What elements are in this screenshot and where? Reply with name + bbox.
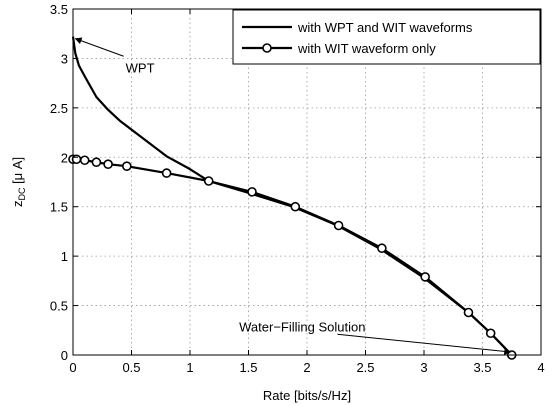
series-1-point-4 bbox=[103, 159, 113, 170]
series-1-point-10 bbox=[333, 220, 344, 231]
x-tick-label-0: 0 bbox=[69, 360, 76, 375]
series-line-1 bbox=[73, 158, 513, 356]
y-tick-label-6: 3 bbox=[61, 51, 68, 66]
series-1-point-13 bbox=[463, 307, 474, 318]
tick-labels: 0 0.5 1 1.5 2 2.5 3 3.5 4 0 0.5 1 1.5 2 2.5 3 3.5 bbox=[50, 2, 545, 375]
x-tick-label-3: 1.5 bbox=[239, 360, 257, 375]
y-tick-label-2: 1 bbox=[61, 249, 68, 264]
y-tick-label-5: 2.5 bbox=[50, 101, 68, 116]
legend-box bbox=[232, 9, 541, 65]
series-1-point-14 bbox=[485, 328, 496, 339]
series-layer bbox=[68, 36, 517, 360]
y-tick-label-0: 0 bbox=[61, 348, 68, 363]
annotations: WPT Water−Filling Solution bbox=[74, 37, 512, 355]
grid-lines bbox=[73, 9, 541, 355]
x-tick-label-6: 3 bbox=[420, 360, 427, 375]
y-axis-label-main: z bbox=[10, 201, 25, 208]
x-tick-label-8: 4 bbox=[537, 360, 544, 375]
y-tick-label-7: 3.5 bbox=[50, 2, 68, 17]
legend-label-1: with WIT waveform only bbox=[297, 41, 436, 56]
y-axis-label: zDC [μ A] bbox=[10, 157, 27, 207]
series-1-point-1 bbox=[71, 154, 82, 165]
x-tick-label-4: 2 bbox=[303, 360, 310, 375]
legend: with WPT and WIT waveforms with WIT wavef… bbox=[232, 9, 541, 65]
annotation-text-1: Water−Filling Solution bbox=[239, 319, 365, 334]
annotation-text-0: WPT bbox=[126, 60, 155, 75]
x-axis-label: Rate [bits/s/Hz] bbox=[263, 388, 351, 403]
legend-label-0: with WPT and WIT waveforms bbox=[297, 20, 473, 35]
x-tick-label-1: 0.5 bbox=[122, 360, 140, 375]
annotation-arrow-0 bbox=[74, 37, 124, 57]
legend-marker-1 bbox=[262, 43, 272, 53]
y-tick-label-1: 0.5 bbox=[50, 299, 68, 314]
y-axis-label-sub: DC bbox=[17, 187, 27, 200]
x-tick-label-7: 3.5 bbox=[473, 360, 491, 375]
y-axis-label-unit: [μ A] bbox=[10, 157, 25, 188]
series-1-point-9 bbox=[290, 201, 301, 212]
series-1-point-3 bbox=[91, 157, 102, 168]
annotation-arrow-1 bbox=[337, 333, 512, 355]
y-tick-label-4: 2 bbox=[61, 150, 68, 165]
x-tick-label-5: 2.5 bbox=[356, 360, 374, 375]
series-1-point-6 bbox=[161, 168, 172, 178]
series-1-point-12 bbox=[420, 272, 430, 282]
series-1-point-8 bbox=[247, 187, 257, 197]
y-tick-label-3: 1.5 bbox=[50, 200, 68, 215]
series-1-point-7 bbox=[203, 176, 214, 186]
series-1-point-2 bbox=[79, 155, 90, 166]
series-1-point-5 bbox=[122, 161, 132, 171]
x-tick-label-2: 1 bbox=[186, 360, 193, 375]
series-1-point-11 bbox=[377, 243, 387, 254]
